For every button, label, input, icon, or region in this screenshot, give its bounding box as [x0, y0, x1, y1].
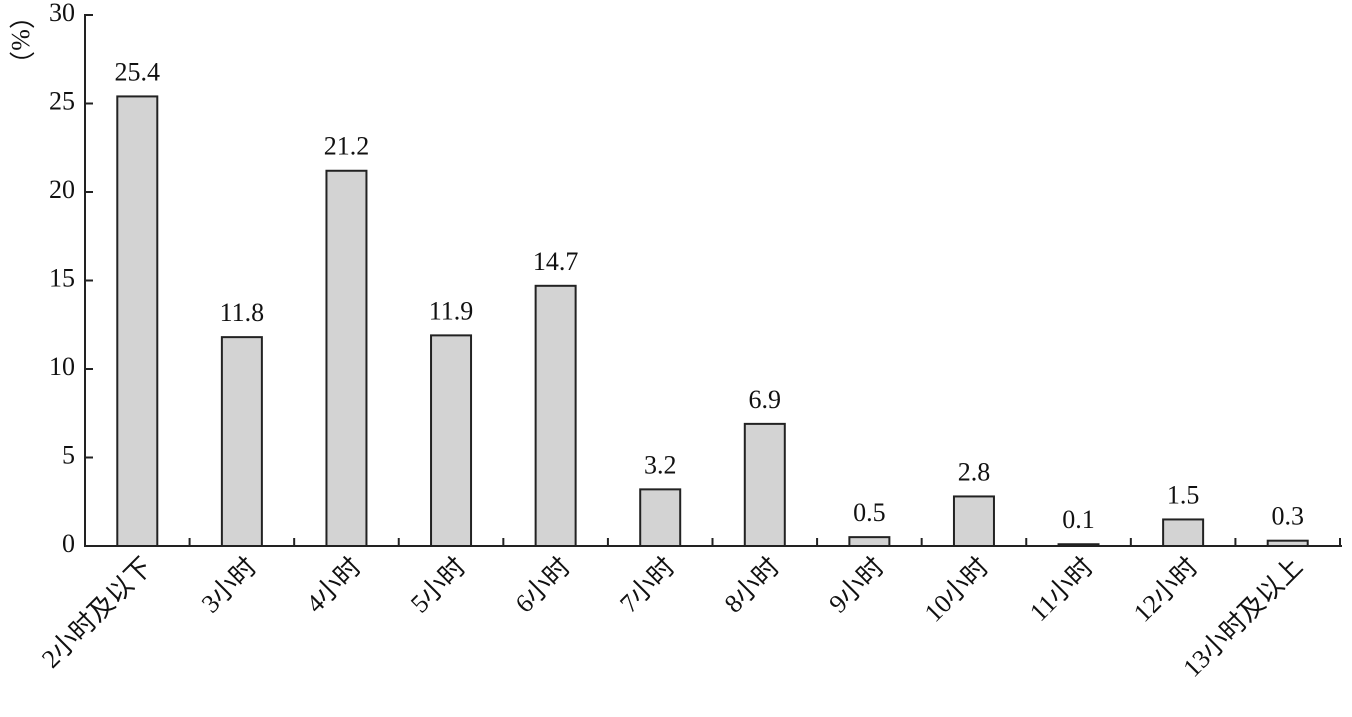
- data-label: 1.5: [1167, 480, 1200, 509]
- bar: [325, 169, 368, 547]
- data-label: 0.5: [853, 498, 886, 527]
- y-tick-label: 30: [49, 0, 75, 27]
- bar: [639, 488, 682, 547]
- y-tick-label: 25: [49, 86, 75, 115]
- data-label: 14.7: [533, 247, 579, 276]
- bar: [220, 336, 263, 548]
- bar: [848, 536, 891, 548]
- y-tick-label: 15: [49, 263, 75, 292]
- data-label: 25.4: [115, 57, 161, 86]
- data-label: 11.8: [220, 298, 265, 327]
- x-tick-label: 6小时: [510, 552, 576, 618]
- data-label: 21.2: [324, 132, 370, 161]
- x-tick-label: 11小时: [1024, 552, 1099, 627]
- y-tick-label: 20: [49, 175, 75, 204]
- x-tick-label: 10小时: [919, 552, 995, 628]
- x-tick-label: 5小时: [405, 552, 471, 618]
- x-tick-label: 4小时: [300, 552, 366, 618]
- data-label: 0.1: [1062, 505, 1095, 534]
- data-label: 0.3: [1271, 502, 1304, 531]
- x-tick-label: 12小时: [1128, 552, 1204, 628]
- data-label: 6.9: [749, 385, 782, 414]
- x-tick-label: 8小时: [719, 552, 785, 618]
- bar: [743, 422, 786, 547]
- bar: [1266, 539, 1309, 548]
- y-tick-label: 10: [49, 352, 75, 381]
- bar: [116, 95, 159, 547]
- y-tick-label: 0: [62, 529, 75, 558]
- x-tick-label: 7小时: [614, 552, 680, 618]
- data-label: 3.2: [644, 450, 677, 479]
- bar: [430, 334, 473, 547]
- x-tick-label: 3小时: [196, 552, 262, 618]
- bar: [534, 284, 577, 547]
- data-label: 2.8: [958, 457, 991, 486]
- y-axis-label: （%）: [6, 3, 35, 77]
- bar: [952, 495, 995, 548]
- y-tick-label: 5: [62, 440, 75, 469]
- data-label: 11.9: [429, 296, 474, 325]
- x-tick-label: 9小时: [823, 552, 889, 618]
- x-tick-label: 2小时及以下: [36, 552, 158, 674]
- bar: [1162, 518, 1205, 548]
- bar: [1057, 543, 1100, 547]
